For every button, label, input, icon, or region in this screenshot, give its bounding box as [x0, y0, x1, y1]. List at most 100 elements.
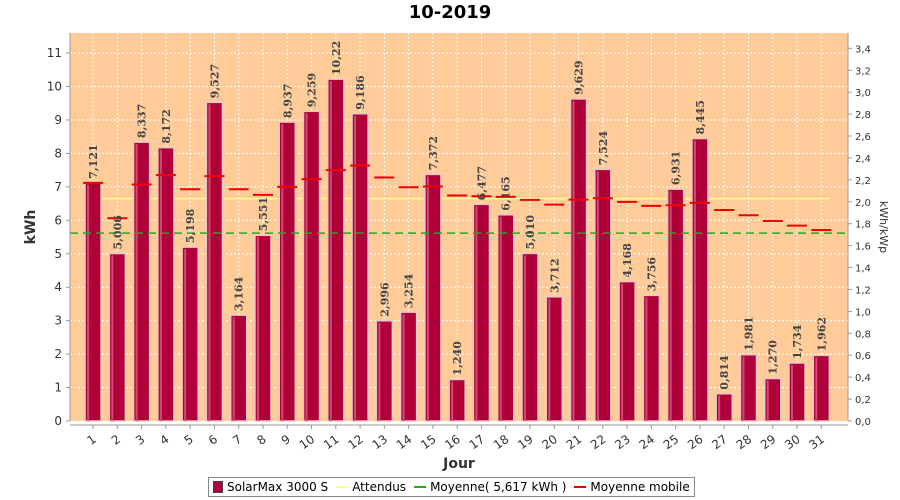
bar-highlight	[111, 255, 114, 421]
bar-day-29	[763, 377, 782, 422]
value-label: 9,259	[306, 73, 319, 107]
bar-highlight	[475, 206, 478, 421]
value-label: 1,734	[791, 324, 804, 359]
x-tick-label: 17	[467, 432, 488, 452]
value-label: 8,445	[694, 100, 707, 134]
bar-day-16	[448, 378, 466, 422]
bar-highlight	[378, 322, 381, 421]
bar-day-28	[739, 353, 758, 422]
x-tick-label: 31	[806, 432, 827, 452]
legend-swatch-expected	[336, 486, 349, 488]
value-label: 3,254	[403, 273, 416, 308]
value-label: 9,527	[208, 64, 221, 98]
value-label: 8,937	[281, 84, 294, 118]
x-tick-label: 1	[84, 432, 98, 448]
x-tick-label: 23	[612, 432, 633, 452]
legend-item-bar: SolarMax 3000 S	[213, 480, 328, 494]
bar-day-5	[181, 246, 199, 422]
value-label: 9,629	[573, 60, 586, 94]
value-label: 7,524	[597, 131, 610, 166]
x-tick-label: 25	[661, 432, 682, 452]
legend-item-expected: Attendus	[336, 480, 406, 494]
legend-item-moving-average: Moyenne mobile	[574, 480, 690, 494]
y-right-tick-label: 2,2	[855, 176, 871, 187]
bar-highlight	[426, 176, 429, 421]
bar-highlight	[548, 298, 551, 421]
bar-day-2	[108, 252, 127, 422]
value-label: 1,981	[742, 316, 755, 350]
value-label: 9,186	[354, 75, 367, 110]
bar-highlight	[742, 356, 745, 421]
y-tick-label: 2	[54, 347, 62, 361]
bar-day-9	[278, 121, 297, 422]
x-tick-label: 12	[345, 432, 366, 452]
bar-highlight	[693, 140, 696, 422]
bar-day-7	[229, 314, 248, 422]
value-label: 2,996	[378, 282, 391, 317]
y-right-tick-label: 2,6	[855, 132, 871, 143]
legend: SolarMax 3000 S Attendus Moyenne( 5,617 …	[208, 477, 695, 497]
bar-day-4	[157, 146, 175, 422]
bar-day-22	[594, 168, 612, 422]
x-tick-label: 3	[133, 432, 147, 448]
x-tick-label: 20	[539, 432, 560, 452]
y-right-tick-label: 1,6	[855, 242, 871, 253]
y-right-tick-label: 1,4	[855, 264, 871, 275]
x-tick-label: 5	[182, 432, 196, 448]
bar-day-14	[399, 311, 418, 422]
y-right-tick-label: 1,2	[855, 285, 871, 296]
bar-day-15	[424, 173, 442, 422]
value-label: 5,198	[184, 208, 197, 243]
bar-highlight	[208, 104, 211, 422]
bar-day-11	[327, 78, 345, 422]
bar-highlight	[669, 191, 672, 421]
value-label: 5,010	[524, 215, 537, 250]
value-label: 3,756	[645, 257, 658, 292]
x-tick-label: 8	[254, 432, 268, 448]
bar-day-3	[132, 141, 151, 422]
value-label: 1,270	[767, 340, 780, 375]
bar-highlight	[766, 380, 769, 421]
x-tick-label: 18	[491, 432, 512, 452]
y-right-tick-label: 0,4	[855, 373, 871, 384]
legend-label-bar: SolarMax 3000 S	[227, 480, 329, 494]
x-tick-label: 30	[782, 432, 803, 452]
value-label: 4,168	[621, 243, 634, 278]
bar-highlight	[329, 81, 332, 421]
x-tick-label: 4	[157, 432, 171, 448]
value-label: 6,931	[670, 151, 683, 185]
x-tick-label: 14	[394, 432, 415, 452]
bar-highlight	[451, 381, 454, 421]
x-tick-label: 15	[418, 432, 439, 452]
value-label: 8,172	[160, 109, 173, 143]
bar-day-27	[715, 393, 733, 422]
y-right-tick-label: 1,8	[855, 220, 871, 231]
y-tick-label: 6	[54, 213, 62, 227]
y-right-tick-label: 0,2	[855, 395, 871, 406]
x-tick-label: 26	[685, 432, 706, 452]
x-tick-label: 11	[321, 432, 342, 452]
y-right-tick-label: 3,0	[855, 88, 871, 99]
x-axis-title: Jour	[442, 456, 475, 472]
y-tick-label: 1	[54, 381, 62, 395]
x-tick-label: 13	[370, 432, 391, 452]
chart-title: 10-2019	[408, 2, 492, 23]
legend-label-average: Moyenne( 5,617 kWh )	[430, 480, 567, 494]
y-right-tick-label: 3,2	[855, 66, 871, 77]
legend-swatch-bar	[213, 481, 223, 493]
value-label: 1,962	[815, 317, 828, 351]
y-right-tick-label: 0,6	[855, 351, 871, 362]
x-tick-label: 10	[297, 432, 318, 452]
y-right-tick-label: 1,0	[855, 307, 871, 318]
bar-highlight	[256, 237, 259, 421]
y-tick-label: 3	[54, 314, 62, 328]
y-axis-right-title: kWh/kWp	[877, 201, 890, 253]
x-tick-label: 7	[230, 432, 244, 448]
x-tick-label: 2	[109, 432, 123, 448]
y-right-tick-label: 2,8	[855, 110, 871, 121]
bar-highlight	[815, 357, 818, 421]
y-right-tick-label: 0,0	[855, 417, 871, 428]
y-tick-label: 11	[47, 46, 62, 60]
bar-highlight	[159, 149, 162, 421]
